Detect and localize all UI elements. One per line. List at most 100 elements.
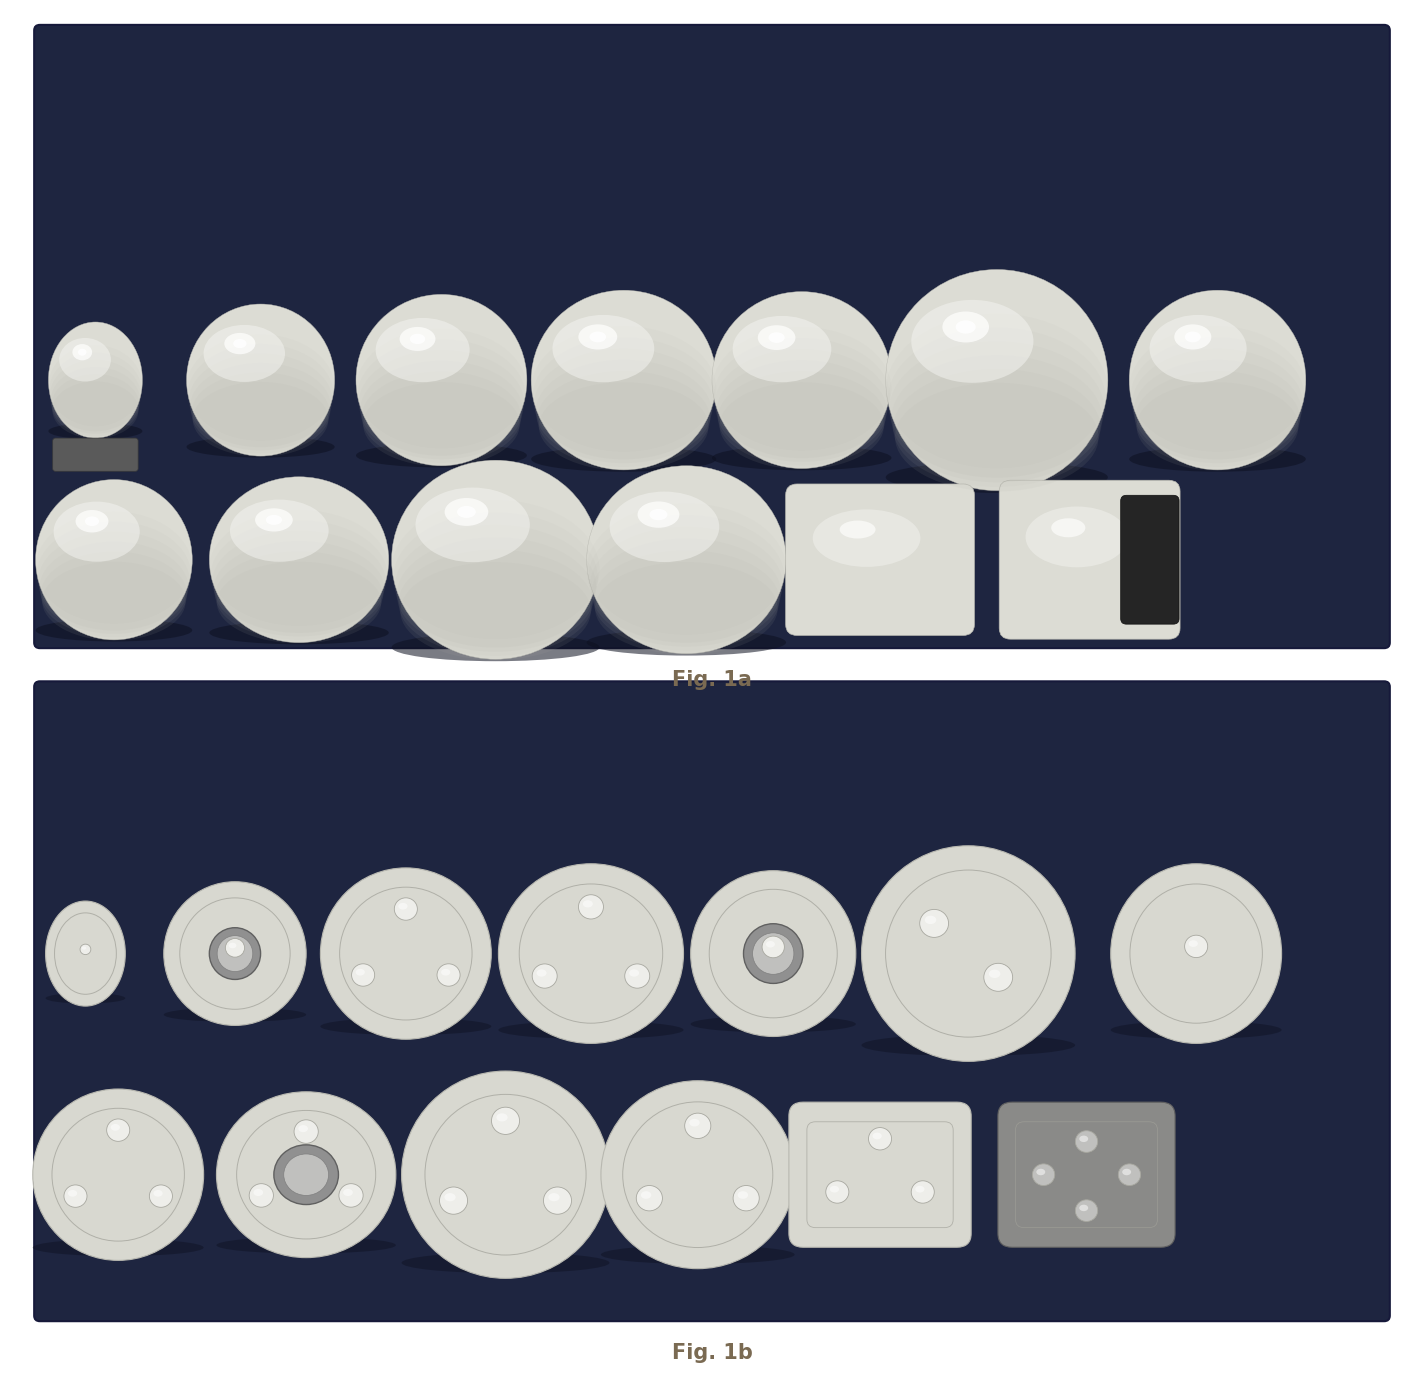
Ellipse shape	[356, 329, 527, 449]
Ellipse shape	[78, 348, 87, 355]
Ellipse shape	[50, 359, 141, 431]
Ellipse shape	[578, 325, 617, 350]
Ellipse shape	[440, 1187, 467, 1215]
Ellipse shape	[886, 462, 1108, 493]
Ellipse shape	[356, 294, 527, 466]
Ellipse shape	[1032, 1164, 1055, 1186]
Ellipse shape	[50, 352, 141, 428]
Ellipse shape	[216, 1237, 396, 1253]
Ellipse shape	[738, 1191, 748, 1198]
Ellipse shape	[187, 437, 335, 457]
Ellipse shape	[553, 315, 654, 383]
Ellipse shape	[625, 963, 649, 988]
Ellipse shape	[641, 1191, 651, 1198]
FancyBboxPatch shape	[34, 25, 1390, 648]
Ellipse shape	[154, 1190, 162, 1197]
Ellipse shape	[339, 1183, 363, 1208]
Ellipse shape	[1004, 1227, 1169, 1241]
FancyBboxPatch shape	[789, 1103, 971, 1248]
Ellipse shape	[712, 328, 891, 451]
Ellipse shape	[1129, 326, 1306, 452]
Ellipse shape	[799, 615, 961, 630]
Ellipse shape	[578, 894, 604, 919]
Ellipse shape	[715, 350, 889, 459]
Ellipse shape	[1131, 337, 1304, 456]
Ellipse shape	[1037, 1169, 1045, 1175]
Ellipse shape	[191, 373, 330, 453]
Ellipse shape	[46, 992, 125, 1003]
Ellipse shape	[320, 1017, 491, 1035]
Ellipse shape	[399, 550, 592, 656]
Ellipse shape	[548, 1193, 560, 1201]
Ellipse shape	[60, 339, 111, 381]
Ellipse shape	[416, 488, 530, 562]
Ellipse shape	[893, 369, 1101, 486]
Ellipse shape	[234, 339, 246, 348]
Ellipse shape	[886, 269, 1108, 491]
Ellipse shape	[1135, 372, 1300, 467]
Ellipse shape	[873, 1133, 881, 1139]
Ellipse shape	[1185, 936, 1208, 958]
Ellipse shape	[638, 502, 679, 528]
Ellipse shape	[719, 383, 884, 470]
Ellipse shape	[457, 506, 476, 518]
Ellipse shape	[444, 1193, 456, 1201]
Ellipse shape	[362, 372, 521, 463]
Ellipse shape	[758, 325, 796, 350]
Ellipse shape	[107, 1119, 130, 1142]
Ellipse shape	[1079, 1205, 1088, 1211]
Ellipse shape	[68, 1190, 77, 1197]
Ellipse shape	[36, 619, 192, 641]
Ellipse shape	[394, 898, 417, 920]
Ellipse shape	[212, 531, 386, 633]
Ellipse shape	[762, 936, 785, 958]
Ellipse shape	[887, 328, 1106, 473]
Ellipse shape	[33, 1238, 204, 1256]
Ellipse shape	[795, 1227, 965, 1241]
Ellipse shape	[51, 368, 140, 434]
Ellipse shape	[229, 499, 329, 562]
Ellipse shape	[1118, 1164, 1141, 1186]
Ellipse shape	[437, 963, 460, 987]
Ellipse shape	[36, 480, 192, 640]
Ellipse shape	[209, 621, 389, 644]
Ellipse shape	[343, 1189, 353, 1195]
Ellipse shape	[191, 363, 330, 451]
Ellipse shape	[712, 292, 891, 468]
Ellipse shape	[54, 502, 140, 561]
Ellipse shape	[376, 318, 470, 383]
FancyBboxPatch shape	[53, 438, 138, 471]
Ellipse shape	[590, 527, 783, 643]
Ellipse shape	[533, 963, 557, 988]
Ellipse shape	[225, 333, 255, 354]
Ellipse shape	[397, 538, 594, 652]
Ellipse shape	[111, 1124, 120, 1130]
Ellipse shape	[685, 1113, 711, 1139]
Ellipse shape	[33, 1089, 204, 1260]
Ellipse shape	[209, 510, 389, 626]
Ellipse shape	[189, 354, 332, 448]
Ellipse shape	[601, 1081, 795, 1269]
Ellipse shape	[862, 846, 1075, 1061]
Ellipse shape	[920, 909, 948, 937]
Ellipse shape	[1134, 359, 1302, 463]
Ellipse shape	[1136, 383, 1299, 471]
Ellipse shape	[1122, 1169, 1131, 1175]
Ellipse shape	[402, 1252, 609, 1273]
Ellipse shape	[64, 1184, 87, 1208]
Ellipse shape	[1079, 1136, 1088, 1142]
Ellipse shape	[601, 1245, 795, 1265]
Ellipse shape	[273, 1144, 339, 1205]
Ellipse shape	[733, 1186, 759, 1211]
Ellipse shape	[891, 355, 1102, 482]
FancyBboxPatch shape	[34, 681, 1390, 1321]
Ellipse shape	[716, 361, 887, 462]
Ellipse shape	[266, 515, 282, 525]
Ellipse shape	[253, 1189, 263, 1195]
Ellipse shape	[894, 383, 1099, 492]
Ellipse shape	[225, 938, 245, 958]
Ellipse shape	[943, 311, 990, 343]
Ellipse shape	[588, 515, 785, 638]
Ellipse shape	[766, 941, 775, 948]
Ellipse shape	[594, 550, 779, 651]
